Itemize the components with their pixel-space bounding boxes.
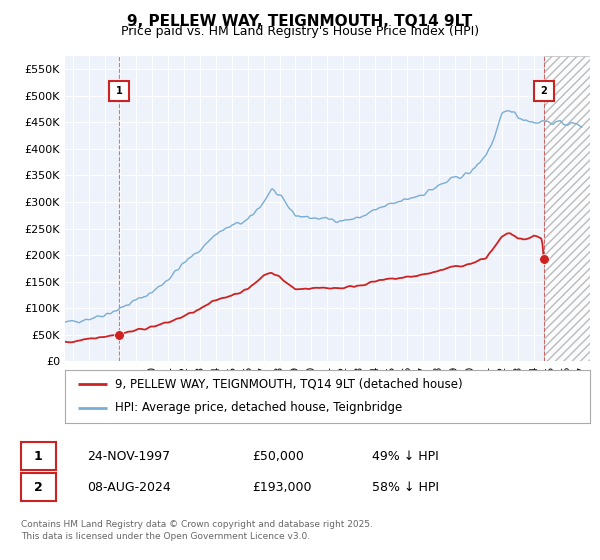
Text: Price paid vs. HM Land Registry's House Price Index (HPI): Price paid vs. HM Land Registry's House …: [121, 25, 479, 38]
Text: £193,000: £193,000: [252, 480, 311, 494]
Text: 9, PELLEW WAY, TEIGNMOUTH, TQ14 9LT: 9, PELLEW WAY, TEIGNMOUTH, TQ14 9LT: [127, 14, 473, 29]
Text: £50,000: £50,000: [252, 450, 304, 463]
Text: 9, PELLEW WAY, TEIGNMOUTH, TQ14 9LT (detached house): 9, PELLEW WAY, TEIGNMOUTH, TQ14 9LT (det…: [115, 378, 463, 391]
Text: 08-AUG-2024: 08-AUG-2024: [87, 480, 171, 494]
Text: 49% ↓ HPI: 49% ↓ HPI: [372, 450, 439, 463]
Text: Contains HM Land Registry data © Crown copyright and database right 2025.
This d: Contains HM Land Registry data © Crown c…: [21, 520, 373, 541]
Text: HPI: Average price, detached house, Teignbridge: HPI: Average price, detached house, Teig…: [115, 402, 402, 414]
Text: 58% ↓ HPI: 58% ↓ HPI: [372, 480, 439, 494]
Text: 1: 1: [116, 86, 122, 96]
Text: 2: 2: [540, 86, 547, 96]
Text: 2: 2: [34, 480, 43, 494]
Text: 1: 1: [34, 450, 43, 463]
Text: 24-NOV-1997: 24-NOV-1997: [87, 450, 170, 463]
